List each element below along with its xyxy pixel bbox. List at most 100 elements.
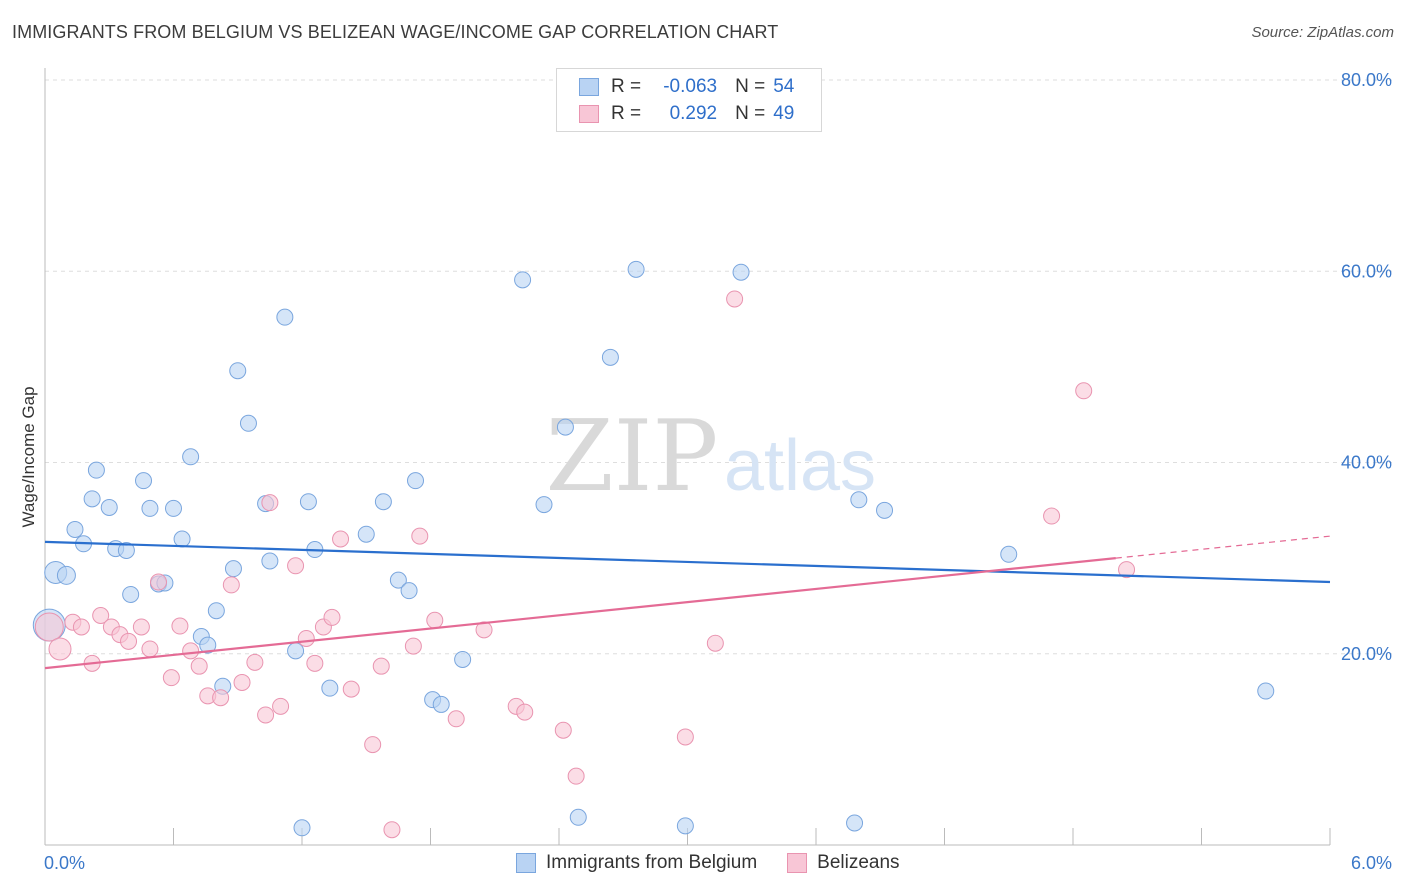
belizean-point [404,637,422,655]
legend-swatch-belgium [579,78,599,96]
y-tick-labels: 20.0% 40.0% 60.0% 80.0% [1341,70,1392,664]
belizean-point [287,557,305,575]
belgium-point [199,636,217,654]
belizean-point [261,494,279,512]
y-tick-label: 60.0% [1341,261,1392,281]
belgium-point [173,530,191,548]
belizean-point [726,290,744,308]
x-tick-label: 0.0% [44,853,85,873]
belizean-point [1118,561,1136,579]
belizean-point [233,673,251,691]
belgium-point [850,491,868,509]
belgium-point [535,496,553,514]
belgium-point [239,414,257,432]
belgium-point [276,308,294,326]
trend-line-belizeans-extension [1115,535,1331,559]
y-axis-label: Wage/Income Gap [19,386,38,527]
belgium-point [1000,545,1018,563]
belizean-point [567,767,585,785]
belgium-point [514,271,532,289]
belgium-point [207,602,225,620]
legend-label-belizeans: Belizeans [817,852,900,873]
x-tick-label: 6.0% [1351,853,1392,873]
belizean-point [411,527,429,545]
legend-label-belgium: Immigrants from Belgium [546,852,758,873]
belizean-point [516,703,534,721]
legend-row-belgium: R = -0.063 N = 54 [579,75,794,99]
belizean-point [171,617,189,635]
belgium-point [432,695,450,713]
belizean-point [475,621,493,639]
belgium-point [182,448,200,466]
legend-r-value: 0.292 [669,103,718,124]
belizean-point [150,573,168,591]
belgium-point [83,490,101,508]
belizean-point [332,530,350,548]
legend-n-value: 54 [773,76,795,97]
belizean-point [34,612,64,642]
belizean-point [272,697,290,715]
trend-line-belgium [44,540,1331,584]
belizean-point [676,728,694,746]
belizean-point [1043,507,1061,525]
belizean-point [364,736,382,754]
belgium-point [293,819,311,837]
belgium-point [454,650,472,668]
belgium-point [261,552,279,570]
legend-swatch-belizeans [787,853,808,873]
watermark-zip: ZIP [546,400,719,514]
belgium-point [229,362,247,380]
belgium-point [357,525,375,543]
legend-r-label: R = [611,76,642,97]
belizean-point [141,640,159,658]
chart-title: IMMIGRANTS FROM BELGIUM VS BELIZEAN WAGE… [12,22,779,42]
trend-lines [44,535,1331,670]
y-tick-label: 40.0% [1341,453,1392,473]
legend-n-label: N = [735,76,766,97]
belgium-point [287,642,305,660]
trend-line-belizeans [44,557,1116,670]
belgium-point [407,472,425,490]
belgium-point [135,472,153,490]
belgium-point [299,493,317,511]
belizean-point [383,821,401,839]
belizean-point [323,608,341,626]
belgium-point [87,461,105,479]
belgium-point [100,498,118,516]
legend-r-value: -0.063 [663,76,718,97]
belgium-point [66,520,84,538]
belizean-point [426,611,444,629]
series-belizeans-points [34,290,1136,839]
belizean-point [554,721,572,739]
x-tick-labels: 0.0% 6.0% [44,853,1392,873]
belizean-point [182,642,200,660]
belizean-point [162,669,180,687]
belgium-point [321,679,339,697]
belgium-point [122,585,140,603]
legend-n-label: N = [735,103,766,124]
belgium-point [846,814,864,832]
belgium-point [389,571,407,589]
belgium-point [141,499,159,517]
belizean-point [222,576,240,594]
belgium-point [117,541,135,559]
belizean-point [342,680,360,698]
stats-legend: R = -0.063 N = 54 R = 0.292 N = 49 [556,68,822,132]
belizean-point [306,654,324,672]
belizean-point [120,632,138,650]
belizean-point [372,657,390,675]
belgium-point [732,263,750,281]
legend-swatch-belizeans [579,105,599,123]
belgium-point [165,499,182,517]
belizean-point [190,657,208,675]
belizean-point [92,607,110,624]
belizean-point [72,618,90,636]
belizean-point [297,629,315,647]
belgium-point [627,260,645,278]
belizean-point [212,689,230,707]
legend-swatch-belgium [516,853,536,873]
belgium-point [374,493,392,511]
belizean-point [246,653,264,671]
belgium-point [569,808,587,826]
